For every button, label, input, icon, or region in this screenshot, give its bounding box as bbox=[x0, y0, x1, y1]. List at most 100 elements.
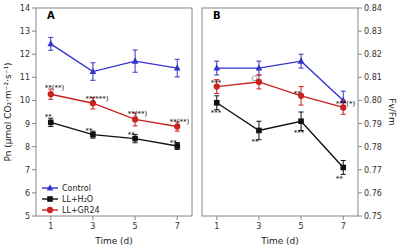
y-tick bbox=[358, 146, 362, 147]
plot-frame bbox=[36, 8, 192, 216]
data-point bbox=[298, 118, 304, 124]
x-tick bbox=[216, 216, 217, 220]
y-tick-label: 0.84 bbox=[364, 4, 382, 13]
figure: 5678910111213141357Time (d)Pn (μmol CO₂·… bbox=[0, 0, 400, 252]
panel: 0.750.760.770.780.790.800.810.820.830.84… bbox=[202, 4, 397, 246]
annotation: **(***) bbox=[86, 95, 109, 103]
error-bar bbox=[48, 37, 53, 50]
y-tick-label: 0.79 bbox=[364, 120, 382, 129]
y-tick bbox=[32, 216, 36, 217]
data-point bbox=[47, 40, 54, 46]
x-tick bbox=[50, 216, 51, 220]
y-tick-label: 7 bbox=[25, 166, 30, 175]
y-tick bbox=[358, 77, 362, 78]
y-tick bbox=[358, 192, 362, 193]
legend-marker bbox=[47, 207, 53, 213]
y-tick bbox=[32, 146, 36, 147]
y-tick-label: 0.81 bbox=[364, 73, 382, 82]
error-bar bbox=[214, 96, 219, 110]
y-tick-label: 0.80 bbox=[364, 96, 382, 105]
y-tick bbox=[32, 54, 36, 55]
data-point bbox=[132, 57, 139, 63]
data-point bbox=[174, 64, 181, 70]
x-axis-label: Time (d) bbox=[260, 236, 299, 246]
series-line bbox=[51, 44, 177, 72]
data-point bbox=[48, 91, 54, 97]
y-tick-label: 11 bbox=[20, 73, 30, 82]
series-line bbox=[217, 82, 343, 107]
y-tick-label: 0.75 bbox=[364, 212, 382, 221]
legend-label: Control bbox=[62, 184, 91, 193]
data-point bbox=[214, 100, 220, 106]
data-point bbox=[213, 64, 220, 70]
legend: ControlLL+H₂OLL+GR24 bbox=[42, 184, 100, 215]
x-tick bbox=[343, 216, 344, 220]
x-tick-label: 7 bbox=[341, 222, 346, 231]
error-bar bbox=[90, 63, 95, 81]
error-bar bbox=[214, 61, 219, 75]
series-line bbox=[51, 122, 177, 146]
y-tick-label: 0.82 bbox=[364, 50, 382, 59]
y-tick bbox=[32, 123, 36, 124]
y-tick bbox=[32, 100, 36, 101]
annotation: **(**) bbox=[45, 84, 65, 92]
y-tick bbox=[32, 192, 36, 193]
error-bar bbox=[341, 161, 346, 175]
error-bar bbox=[299, 112, 304, 130]
annotation: ** bbox=[45, 113, 53, 121]
data-point bbox=[256, 128, 262, 134]
legend-label: LL+H₂O bbox=[62, 195, 93, 204]
series-line bbox=[51, 94, 177, 126]
y-tick-label: 0.78 bbox=[364, 143, 382, 152]
annotation: ** bbox=[252, 138, 259, 146]
x-tick-label: 5 bbox=[133, 222, 138, 231]
legend-marker bbox=[47, 196, 53, 202]
x-tick-label: 1 bbox=[48, 222, 53, 231]
y-tick bbox=[32, 169, 36, 170]
x-tick bbox=[301, 216, 302, 220]
error-bar bbox=[299, 54, 304, 68]
y-tick bbox=[358, 31, 362, 32]
y-tick-label: 8 bbox=[25, 143, 30, 152]
error-bar bbox=[175, 59, 180, 77]
y-tick-label: 14 bbox=[20, 4, 30, 13]
y-tick-label: 0.77 bbox=[364, 166, 382, 175]
y-tick bbox=[358, 8, 362, 9]
x-tick bbox=[258, 216, 259, 220]
data-point bbox=[340, 165, 346, 171]
y-tick-label: 6 bbox=[25, 189, 30, 198]
x-tick bbox=[135, 216, 136, 220]
x-tick-label: 1 bbox=[214, 222, 219, 231]
series-line bbox=[217, 61, 343, 100]
y-tick bbox=[358, 123, 362, 124]
x-tick-label: 7 bbox=[175, 222, 180, 231]
data-point bbox=[90, 68, 97, 74]
annotation: ** bbox=[170, 139, 178, 147]
data-point bbox=[298, 57, 305, 63]
y-tick-label: 12 bbox=[20, 50, 30, 59]
data-point bbox=[256, 64, 263, 70]
annotation: ***(*) bbox=[336, 100, 356, 108]
x-tick bbox=[92, 216, 93, 220]
annotation: ** bbox=[128, 131, 135, 139]
y-tick bbox=[358, 216, 362, 217]
panel-title: B bbox=[213, 10, 221, 21]
annotation: ○ bbox=[252, 74, 258, 82]
background bbox=[0, 0, 400, 252]
y-tick bbox=[32, 77, 36, 78]
annotation: **(**) bbox=[128, 110, 148, 118]
data-area bbox=[213, 54, 346, 174]
y-tick bbox=[358, 100, 362, 101]
error-bar bbox=[133, 50, 138, 72]
y-tick-label: 13 bbox=[20, 27, 30, 36]
y-tick-label: 0.83 bbox=[364, 27, 382, 36]
x-tick bbox=[177, 216, 178, 220]
y-tick bbox=[358, 54, 362, 55]
y-axis-label: Pn (μmol CO₂·m⁻²·s⁻¹) bbox=[3, 62, 13, 161]
x-tick-label: 3 bbox=[256, 222, 261, 231]
plot-frame bbox=[202, 8, 358, 216]
data-area bbox=[47, 37, 180, 149]
annotation: ** bbox=[336, 175, 344, 183]
y-tick bbox=[32, 8, 36, 9]
annotation: *** bbox=[211, 79, 222, 87]
